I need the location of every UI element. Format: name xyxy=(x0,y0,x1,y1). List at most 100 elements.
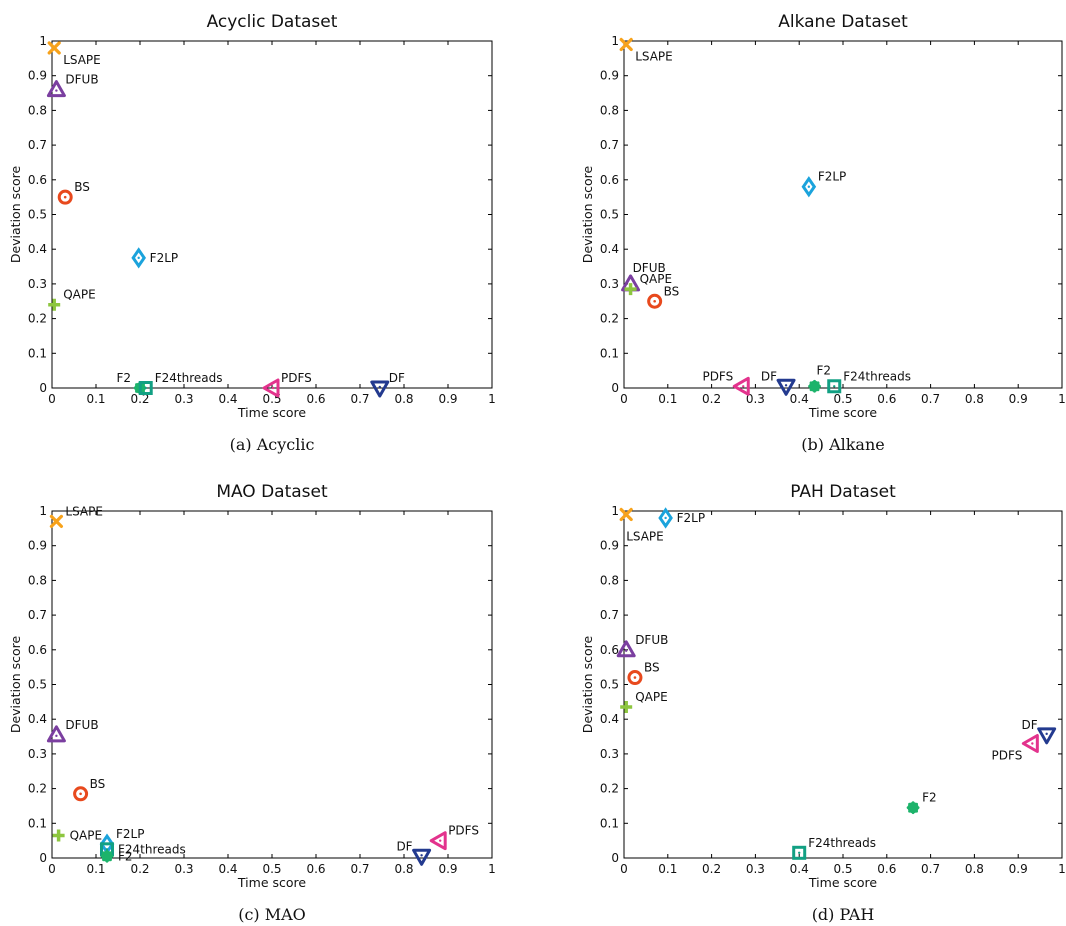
point-label: QAPE xyxy=(63,288,95,302)
y-tick-label: 1 xyxy=(39,504,47,518)
point-df: DF xyxy=(761,369,796,396)
point-label: F2LP xyxy=(677,511,705,525)
y-tick-label: 0.2 xyxy=(28,782,47,796)
x-tick-label: 0.7 xyxy=(921,392,940,406)
point-bs: BS xyxy=(627,661,660,686)
x-tick-label: 0 xyxy=(48,862,56,876)
subfigure-caption: (c) MAO xyxy=(238,905,306,924)
y-tick-label: 0.5 xyxy=(28,208,47,222)
y-tick-label: 0.5 xyxy=(600,208,619,222)
x-tick-label: 0.1 xyxy=(86,862,105,876)
y-tick-label: 0.5 xyxy=(600,678,619,692)
point-f2: F2 xyxy=(906,791,937,815)
y-tick-label: 0.5 xyxy=(28,678,47,692)
y-tick-label: 0.7 xyxy=(28,138,47,152)
point-label: F24threads xyxy=(808,836,876,850)
x-tick-label: 0.7 xyxy=(350,862,369,876)
point-label: PDFS xyxy=(281,371,312,385)
y-tick-label: 0.2 xyxy=(600,782,619,796)
x-tick-label: 0.6 xyxy=(877,862,896,876)
y-tick-label: 0 xyxy=(611,381,619,395)
x-tick-label: 0.7 xyxy=(921,862,940,876)
y-tick-label: 0.3 xyxy=(28,747,47,761)
x-tick-label: 0.8 xyxy=(394,862,413,876)
y-tick-label: 0.8 xyxy=(28,573,47,587)
point-bs: BS xyxy=(647,284,680,309)
point-f24threads: F24threads xyxy=(138,371,223,395)
y-tick-label: 0.1 xyxy=(28,816,47,830)
point-label: F2LP xyxy=(116,827,144,841)
x-tick-label: 0.8 xyxy=(965,862,984,876)
x-tick-label: 0.2 xyxy=(702,392,721,406)
y-tick-label: 0.9 xyxy=(600,69,619,83)
x-tick-label: 1 xyxy=(1058,862,1066,876)
y-tick-label: 0.6 xyxy=(600,173,619,187)
y-tick-label: 0.7 xyxy=(28,608,47,622)
chart-panel: Acyclic Dataset 0 0.1 0.2 0.3 0.4 0.5 0.6 0.7 0.8… xyxy=(8,12,496,454)
x-tick-label: 0.9 xyxy=(1009,392,1028,406)
x-tick-label: 0.3 xyxy=(174,862,193,876)
point-f2lp: F2LP xyxy=(801,170,846,198)
point-label: F2 xyxy=(118,849,133,863)
y-tick-label: 0.1 xyxy=(600,346,619,360)
y-tick-label: 0.3 xyxy=(28,277,47,291)
x-tick-label: 0.6 xyxy=(306,392,325,406)
chart-title: PAH Dataset xyxy=(790,482,896,502)
x-tick-label: 0.5 xyxy=(833,392,852,406)
point-label: BS xyxy=(74,180,90,194)
y-tick-label: 0.6 xyxy=(28,173,47,187)
point-label: BS xyxy=(90,777,106,791)
point-lsape: LSAPE xyxy=(619,37,673,63)
chart-panel: MAO Dataset 0 0.1 0.2 0.3 0.4 0.5 0.6 0.7 0.8 0.9 1… xyxy=(8,482,496,924)
y-tick-label: 0.4 xyxy=(28,242,47,256)
y-tick-label: 0.2 xyxy=(28,312,47,326)
point-label: F24threads xyxy=(843,369,911,383)
y-tick-label: 0 xyxy=(611,851,619,865)
point-pdfs: PDFS xyxy=(262,371,312,398)
y-tick-label: 0 xyxy=(39,851,47,865)
point-f2lp: F2LP xyxy=(658,507,705,529)
point-label: LSAPE xyxy=(63,53,101,67)
x-tick-label: 0.2 xyxy=(130,392,149,406)
x-tick-label: 0.4 xyxy=(790,862,809,876)
y-tick-label: 0.4 xyxy=(28,712,47,726)
y-axis-label: Deviation score xyxy=(580,636,595,734)
x-tick-label: 0.9 xyxy=(438,862,457,876)
point-label: PDFS xyxy=(702,369,733,383)
chart-title: MAO Dataset xyxy=(216,482,328,502)
x-tick-label: 0.5 xyxy=(262,862,281,876)
point-lsape: LSAPE xyxy=(619,507,664,543)
point-label: PDFS xyxy=(992,748,1023,762)
point-label: QAPE xyxy=(640,272,672,286)
y-tick-label: 0 xyxy=(39,381,47,395)
x-tick-label: 0 xyxy=(620,862,628,876)
x-tick-label: 0.4 xyxy=(218,392,237,406)
point-label: F2 xyxy=(116,371,131,385)
point-label: PDFS xyxy=(448,824,479,838)
point-label: BS xyxy=(644,661,660,675)
y-tick-label: 0.7 xyxy=(600,608,619,622)
subfigure-caption: (d) PAH xyxy=(812,905,875,924)
point-pdfs: PDFS xyxy=(429,824,479,851)
x-tick-label: 0.7 xyxy=(350,392,369,406)
point-label: F24threads xyxy=(155,371,223,385)
y-tick-label: 0.3 xyxy=(600,277,619,291)
y-tick-label: 0.8 xyxy=(28,103,47,117)
plot-frame xyxy=(51,510,493,859)
y-tick-label: 0.1 xyxy=(28,346,47,360)
x-tick-label: 0.1 xyxy=(658,862,677,876)
x-tick-label: 0.8 xyxy=(965,392,984,406)
point-label: BS xyxy=(664,284,680,298)
point-qape: QAPE xyxy=(624,272,672,296)
point-bs: BS xyxy=(57,180,90,205)
x-axis-label: Time score xyxy=(808,875,877,890)
x-tick-label: 0.8 xyxy=(394,392,413,406)
x-axis-label: Time score xyxy=(237,405,306,420)
y-tick-label: 1 xyxy=(39,34,47,48)
point-f2lp: F2LP xyxy=(131,247,178,269)
x-tick-label: 0.6 xyxy=(877,392,896,406)
chart-panel: Alkane Dataset 0 0.1 0.2 0.3 0.4 0.5 0.6 0.7 0.8 0… xyxy=(580,12,1066,454)
chart-title: Alkane Dataset xyxy=(778,12,908,32)
point-label: DF xyxy=(396,839,412,853)
